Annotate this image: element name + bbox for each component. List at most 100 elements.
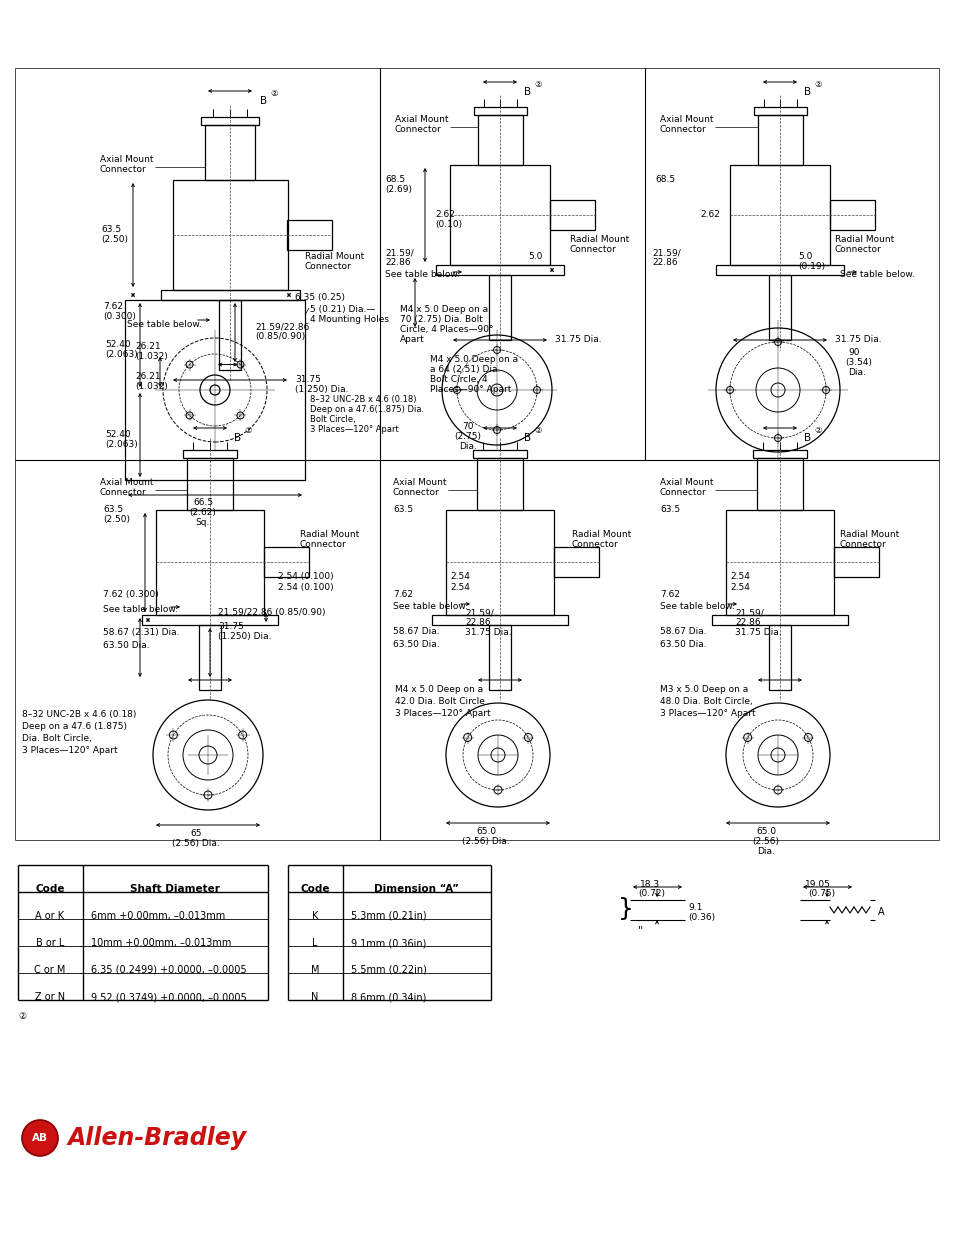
Text: 65: 65 xyxy=(190,829,201,839)
Text: (1.250) Dia.: (1.250) Dia. xyxy=(218,632,272,641)
Text: 63.5: 63.5 xyxy=(103,505,123,514)
Text: (2.75): (2.75) xyxy=(454,432,481,441)
Bar xyxy=(125,300,305,480)
Bar xyxy=(199,625,221,690)
Text: M4 x 5.0 Deep on a: M4 x 5.0 Deep on a xyxy=(430,354,517,364)
Text: 6.35 (0.25): 6.35 (0.25) xyxy=(294,293,345,303)
Text: ②: ② xyxy=(18,1011,26,1021)
Text: 65.0: 65.0 xyxy=(755,827,775,836)
Text: Axial Mount: Axial Mount xyxy=(100,478,153,487)
Bar xyxy=(201,117,258,125)
Bar xyxy=(287,220,332,249)
Text: ②: ② xyxy=(534,426,541,435)
Text: 68.5: 68.5 xyxy=(655,175,675,184)
Text: Radial Mount: Radial Mount xyxy=(305,252,364,261)
Text: 2.54: 2.54 xyxy=(450,572,470,580)
Text: ": " xyxy=(638,925,642,935)
Text: 5 (0.21) Dia.—: 5 (0.21) Dia.— xyxy=(310,305,375,314)
Text: Code: Code xyxy=(35,884,65,894)
Text: Bolt Circle, 4: Bolt Circle, 4 xyxy=(430,375,487,384)
Text: 63.50 Dia.: 63.50 Dia. xyxy=(393,640,439,650)
Text: A: A xyxy=(877,906,883,918)
Bar xyxy=(711,615,847,625)
Bar xyxy=(768,275,790,340)
Text: L: L xyxy=(312,939,317,948)
Text: 31.75: 31.75 xyxy=(294,375,320,384)
Text: 7.62: 7.62 xyxy=(393,590,413,599)
Text: 8.6mm (0.34in): 8.6mm (0.34in) xyxy=(351,992,426,1002)
Text: Dia.: Dia. xyxy=(458,442,476,451)
Bar xyxy=(450,165,550,266)
Bar xyxy=(476,458,522,510)
Text: 63.5: 63.5 xyxy=(101,225,121,233)
Bar xyxy=(205,125,254,180)
Text: 21.59/: 21.59/ xyxy=(464,608,494,618)
Text: Radial Mount: Radial Mount xyxy=(572,530,631,538)
Text: Connector: Connector xyxy=(305,262,352,270)
Text: (2.69): (2.69) xyxy=(385,185,412,194)
Text: ②: ② xyxy=(534,80,541,89)
Text: B: B xyxy=(233,433,241,443)
Bar xyxy=(183,450,236,458)
Text: 2.54: 2.54 xyxy=(450,583,470,592)
Text: Radial Mount: Radial Mount xyxy=(299,530,359,538)
Text: 7.62: 7.62 xyxy=(659,590,679,599)
Text: (2.56): (2.56) xyxy=(752,837,779,846)
Text: Connector: Connector xyxy=(100,165,147,174)
Text: 58.67 Dia.: 58.67 Dia. xyxy=(393,627,439,636)
Text: Circle, 4 Places—90°: Circle, 4 Places—90° xyxy=(399,325,493,333)
Text: 18.3: 18.3 xyxy=(639,881,659,889)
Text: 31.75 Dia.: 31.75 Dia. xyxy=(734,629,781,637)
Text: (2.50): (2.50) xyxy=(101,235,128,245)
Text: 58.67 (2.31) Dia.: 58.67 (2.31) Dia. xyxy=(103,629,179,637)
Text: (2.063): (2.063) xyxy=(105,350,137,359)
Bar xyxy=(768,625,790,690)
Text: 26.21: 26.21 xyxy=(135,372,160,382)
Text: Connector: Connector xyxy=(572,540,618,550)
Text: 70 (2.75) Dia. Bolt: 70 (2.75) Dia. Bolt xyxy=(399,315,482,324)
Text: 63.5: 63.5 xyxy=(659,505,679,514)
Text: (0.72): (0.72) xyxy=(638,889,664,898)
Text: Axial Mount: Axial Mount xyxy=(659,115,713,124)
Text: 58.67 Dia.: 58.67 Dia. xyxy=(659,627,706,636)
Bar xyxy=(729,165,829,266)
Text: 26.21: 26.21 xyxy=(135,342,160,351)
Text: B: B xyxy=(523,86,531,98)
Text: 3 Places—120° Apart: 3 Places—120° Apart xyxy=(22,746,117,755)
Bar xyxy=(752,450,806,458)
Bar xyxy=(489,625,511,690)
Text: }: } xyxy=(618,897,634,921)
Bar xyxy=(161,290,299,300)
Text: Connector: Connector xyxy=(840,540,886,550)
Text: Deep on a 47.6 (1.875): Deep on a 47.6 (1.875) xyxy=(22,722,127,731)
Bar xyxy=(473,450,526,458)
Bar xyxy=(833,547,878,577)
Text: 66.5: 66.5 xyxy=(193,498,213,508)
Text: Places—90° Apart: Places—90° Apart xyxy=(430,385,511,394)
Text: Deep on a 47.6(1.875) Dia.: Deep on a 47.6(1.875) Dia. xyxy=(310,405,424,414)
Text: Axial Mount: Axial Mount xyxy=(659,478,713,487)
Text: 63.5: 63.5 xyxy=(393,505,413,514)
Text: 21.59/: 21.59/ xyxy=(734,608,763,618)
Text: 3 Places—120° Apart: 3 Places—120° Apart xyxy=(659,709,755,718)
Text: See table below.: See table below. xyxy=(393,601,467,611)
Text: Connector: Connector xyxy=(659,125,706,135)
Text: Axial Mount: Axial Mount xyxy=(395,115,448,124)
Bar xyxy=(172,180,288,290)
Text: (0.85/0.90): (0.85/0.90) xyxy=(254,332,305,341)
Text: 2.62: 2.62 xyxy=(435,210,455,219)
Text: (1.032): (1.032) xyxy=(135,352,168,361)
Text: B: B xyxy=(260,96,267,106)
Text: Axial Mount: Axial Mount xyxy=(100,156,153,164)
Text: Allen-Bradley: Allen-Bradley xyxy=(68,1126,247,1150)
Bar xyxy=(716,266,843,275)
Text: B: B xyxy=(523,433,531,443)
Text: Connector: Connector xyxy=(299,540,346,550)
Bar xyxy=(477,115,522,165)
Text: Dia. Bolt Circle,: Dia. Bolt Circle, xyxy=(22,734,91,743)
Text: 6mm +0.00mm, –0.013mm: 6mm +0.00mm, –0.013mm xyxy=(91,911,225,921)
Text: 52.40: 52.40 xyxy=(105,340,131,350)
Text: ②: ② xyxy=(813,80,821,89)
Text: N: N xyxy=(311,992,318,1002)
Bar xyxy=(436,266,563,275)
